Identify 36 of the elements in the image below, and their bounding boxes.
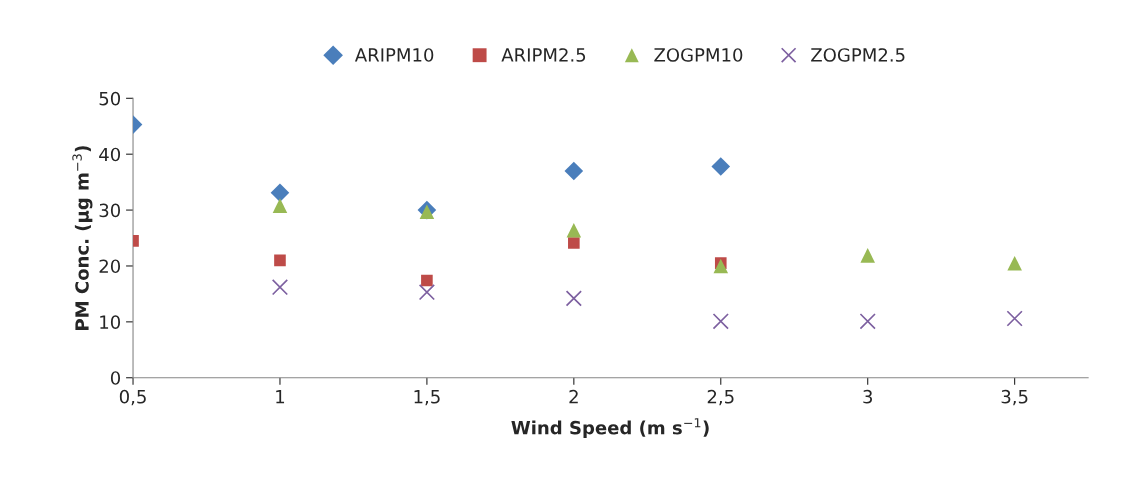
y-tick-label: 20: [99, 259, 121, 274]
y-tick-label: 50: [99, 91, 121, 106]
point: [712, 313, 729, 330]
point: [564, 161, 584, 181]
point: [272, 198, 288, 213]
y-tick-label: 0: [110, 371, 121, 385]
point: [1006, 310, 1023, 327]
x-tick-label: 3: [863, 389, 872, 404]
x-tick-label: 1,5: [414, 390, 440, 406]
point: [421, 274, 433, 287]
legend-label: ZOGPM10: [654, 48, 743, 62]
point: [274, 254, 286, 267]
x-tick-label: 0,5: [119, 389, 146, 406]
point: [271, 279, 289, 296]
point: [860, 248, 875, 263]
x-tick-label: 3,5: [1001, 389, 1028, 406]
point: [566, 222, 582, 238]
y-tick-label: 30: [99, 203, 121, 218]
x-tick-label: 2,5: [707, 389, 734, 406]
x-tick-label: 2: [569, 389, 578, 404]
y-tick-label: 40: [99, 147, 121, 162]
point: [711, 157, 731, 176]
x-axis-title: Wind Speed (m s$^{−1}$): [511, 418, 709, 439]
point: [568, 237, 580, 249]
point: [713, 258, 729, 274]
x-tick-label: 1: [276, 390, 285, 404]
point: [418, 284, 436, 301]
y-axis-title: PM Conc. (µg m$^{−3}$): [72, 146, 93, 330]
legend-label: ARIPM2.5: [501, 48, 586, 62]
legend-label: ARIPM10: [354, 48, 434, 62]
legend-label: ZOGPM2.5: [811, 48, 905, 62]
point: [1007, 255, 1022, 271]
y-tick-label: 10: [100, 315, 121, 329]
point: [859, 313, 876, 330]
point: [270, 183, 290, 203]
point: [565, 290, 582, 307]
